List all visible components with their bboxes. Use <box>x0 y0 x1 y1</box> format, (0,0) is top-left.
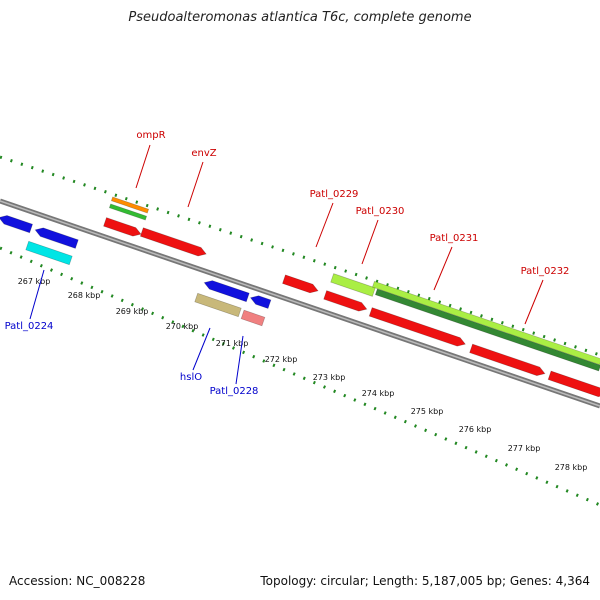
scale-ticks: 267 kbp 268 kbp 269 kbp 270 kbp 271 kbp 272 k… <box>18 277 588 472</box>
gene-feature-7 <box>203 280 250 303</box>
scale-tick-label: 278 kbp <box>555 463 588 472</box>
gene-label: ompR <box>136 130 165 141</box>
label-leader-line <box>29 269 45 320</box>
scale-tick-label: 272 kbp <box>265 355 298 364</box>
gene-feature-0 <box>0 215 33 234</box>
gene-feature-13 <box>323 290 368 312</box>
scale-tick-label: 276 kbp <box>459 425 492 434</box>
gene-feature-12 <box>330 273 376 297</box>
feature-track <box>0 196 600 398</box>
gene-feature-3 <box>110 196 150 214</box>
gene-label: hslO <box>180 372 202 383</box>
gene-labels: ompR envZ Patl_0229 Patl_0230 Patl_0231 Patl_… <box>5 130 570 397</box>
outer-dotted-ring <box>0 155 600 357</box>
gene-label: Patl_0228 <box>210 386 259 397</box>
scale-tick-label: 274 kbp <box>362 389 395 398</box>
gene-label: Patl_0229 <box>310 189 359 200</box>
scale-tick-label: 277 kbp <box>508 444 541 453</box>
gene-feature-8 <box>249 295 272 309</box>
gene-label: envZ <box>191 148 216 159</box>
label-leader-line <box>135 144 151 189</box>
gene-feature-14 <box>372 280 600 366</box>
gene-feature-17 <box>469 343 546 376</box>
gene-feature-1 <box>34 227 79 249</box>
scale-tick-label: 270 kbp <box>166 322 199 331</box>
label-leader-line <box>192 327 211 371</box>
label-leader-line <box>524 279 544 325</box>
gene-feature-10 <box>240 309 266 327</box>
label-leader-line <box>433 246 453 291</box>
genome-backbone-highlight <box>0 200 600 407</box>
scale-tick-label: 269 kbp <box>116 307 149 316</box>
gene-label: Patl_0230 <box>356 206 405 217</box>
label-leader-line <box>361 219 379 265</box>
gene-feature-2 <box>25 240 73 266</box>
label-leader-line <box>315 202 334 248</box>
scale-tick-label: 275 kbp <box>411 407 444 416</box>
accession-label: Accession: NC_008228 <box>9 574 146 588</box>
scale-tick-label: 268 kbp <box>68 291 101 300</box>
gene-feature-16 <box>368 307 466 347</box>
gene-feature-11 <box>282 274 319 294</box>
gene-feature-4 <box>108 203 148 221</box>
gene-label: Patl_0231 <box>430 233 479 244</box>
topology-label: Topology: circular; Length: 5,187,005 bp… <box>260 574 590 588</box>
gene-feature-9 <box>194 292 242 318</box>
scale-tick-label: 267 kbp <box>18 277 51 286</box>
label-leader-line <box>235 335 244 385</box>
gene-feature-5 <box>103 217 142 237</box>
gene-feature-15 <box>374 288 600 372</box>
map-title: Pseudoalteromonas atlantica T6c, complet… <box>128 10 472 25</box>
gene-feature-6 <box>139 227 207 257</box>
gene-label: Patl_0224 <box>5 321 54 332</box>
scale-tick-label: 271 kbp <box>216 339 249 348</box>
gene-label: Patl_0232 <box>521 266 570 277</box>
gene-feature-18 <box>547 370 600 398</box>
label-leader-line <box>187 161 204 208</box>
scale-tick-label: 273 kbp <box>313 373 346 382</box>
